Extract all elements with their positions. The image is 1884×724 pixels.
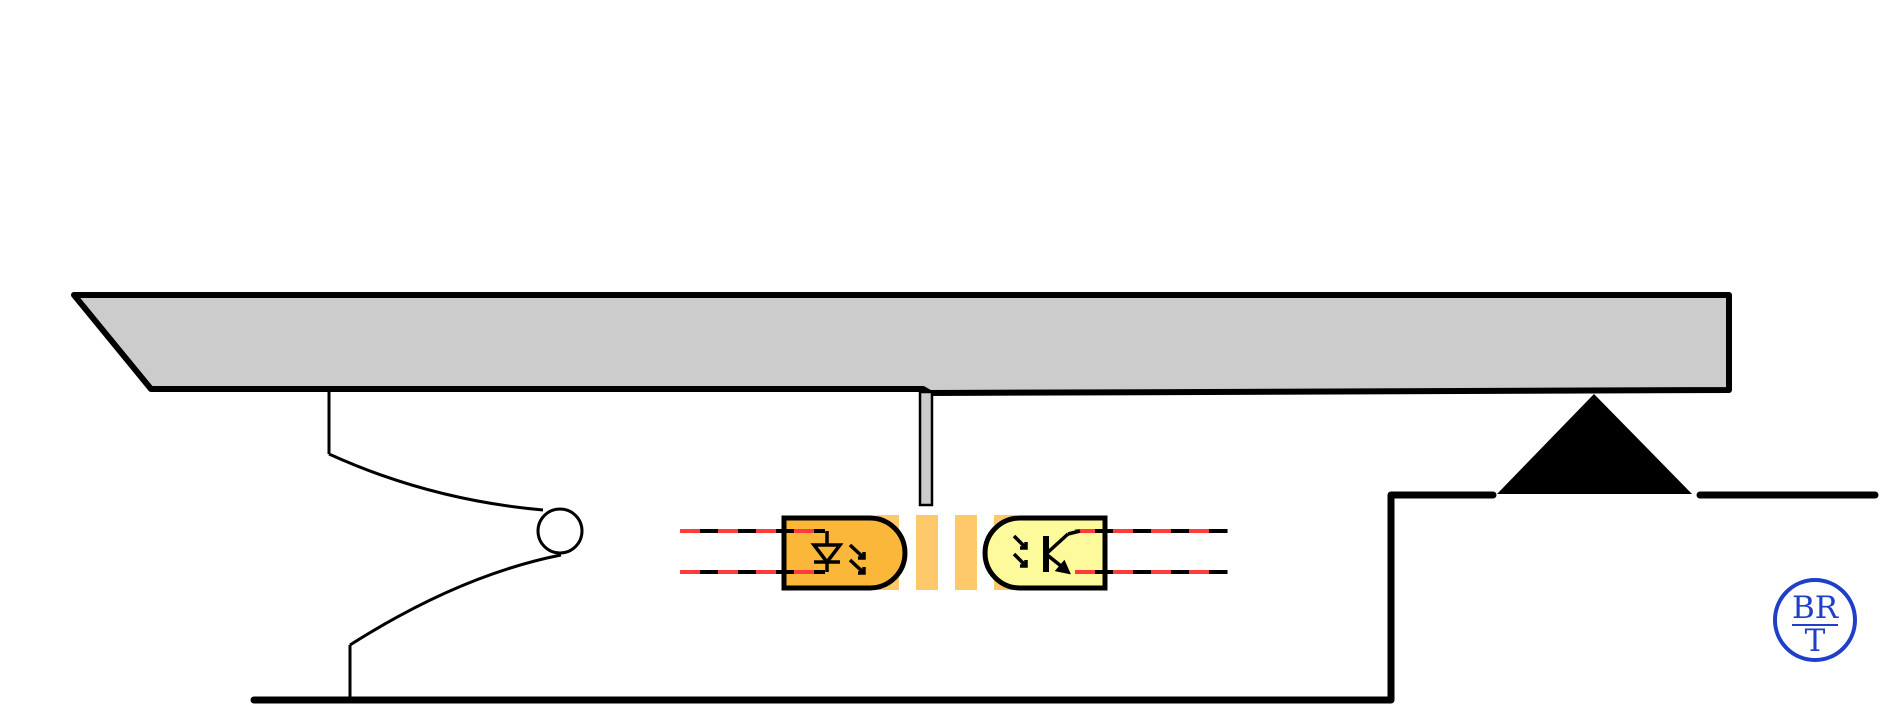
phototransistor-symbol-icon <box>1012 529 1081 575</box>
beam-band <box>916 515 938 590</box>
interrupter-flag <box>918 390 934 507</box>
brt-logo: BR T <box>1773 578 1857 662</box>
led-symbol-icon <box>810 531 866 575</box>
lever-bar <box>71 292 1732 396</box>
leaf-spring <box>327 392 584 698</box>
base-frame <box>250 491 1497 704</box>
logo-top-text: BR <box>1792 590 1840 626</box>
beam-band <box>955 515 977 590</box>
emitter-leads <box>680 529 825 574</box>
spring-upper-arm <box>328 452 544 512</box>
logo-ring <box>1773 578 1857 662</box>
logo-bottom-text: T <box>1805 623 1826 659</box>
spring-roller <box>536 507 584 555</box>
pivot-triangle <box>1497 394 1692 494</box>
emitter-led-body <box>781 515 908 591</box>
spring-lower-arm <box>349 553 562 647</box>
detector-leads <box>1075 529 1228 574</box>
